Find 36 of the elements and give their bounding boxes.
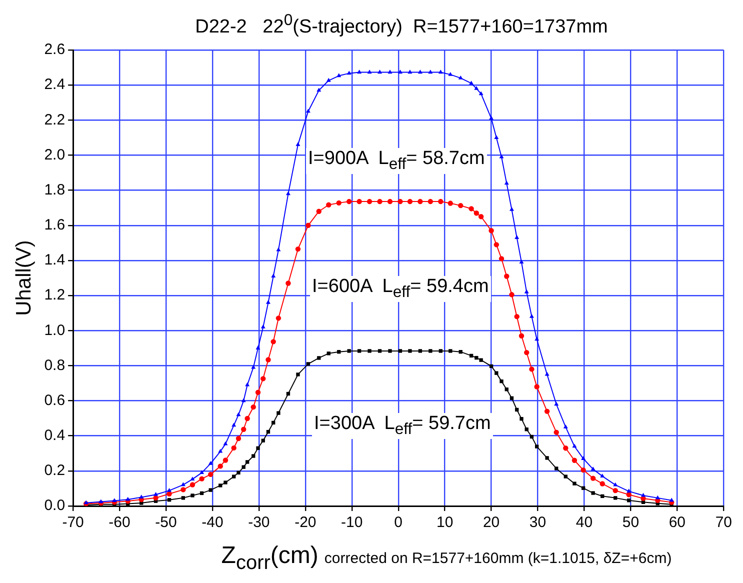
x-tick-label: 40 (576, 514, 593, 532)
y-tick-label: 2.0 (44, 146, 66, 164)
x-tick-label: -20 (294, 514, 316, 532)
y-tick-label: 0.2 (44, 462, 66, 480)
y-tick-label: 1.2 (44, 286, 66, 304)
x-axis-title: Z$_{corr}$(cm) (221, 542, 318, 574)
y-axis-title: Uhall(V) (12, 240, 36, 316)
y-tick-label: 0.6 (44, 392, 66, 409)
y-tick-label: 1.0 (44, 322, 66, 339)
text: corrected on R=1577+160mm (k=1.1015, δZ=+6cm) (324, 550, 672, 568)
y-tick-label: 0.8 (44, 356, 66, 374)
x-tick-label: -50 (155, 514, 177, 532)
x-tick-label: 30 (529, 514, 546, 532)
x-tick-label: 10 (436, 514, 454, 532)
y-tick-label: 0.4 (44, 426, 66, 444)
y-tick-label: 1.8 (44, 181, 66, 198)
x-tick-label: -60 (108, 514, 130, 532)
y-tick-label: 1.4 (44, 252, 66, 269)
x-tick-label: 50 (622, 514, 640, 532)
x-tick-label: -10 (341, 514, 363, 532)
x-tick-label: 20 (482, 514, 500, 532)
y-tick-label: 2.6 (44, 41, 66, 58)
y-tick-label: 2.4 (44, 76, 66, 94)
annotation: I=300A L$_{eff}$= 59.7cm (312, 413, 493, 439)
x-tick-label: 70 (715, 514, 732, 532)
x-tick-label: -40 (202, 514, 224, 532)
y-tick-label: 1.6 (44, 216, 66, 234)
x-tick-label: -30 (248, 514, 270, 532)
y-tick-label: 2.2 (44, 111, 66, 128)
x-tick-label: -70 (62, 514, 84, 532)
x-tick-label: 60 (668, 514, 686, 532)
chart-title: D22-2 22$^{0}$(S-trajectory) R=1577+160=1737mm (194, 12, 609, 38)
x-tick-label: 0 (394, 514, 403, 532)
y-tick-label: 0.0 (44, 497, 66, 514)
annotation: I=600A L$_{eff}$= 59.4cm (310, 276, 491, 302)
annotation: I=900A L$_{eff}$= 58.7cm (306, 148, 487, 174)
